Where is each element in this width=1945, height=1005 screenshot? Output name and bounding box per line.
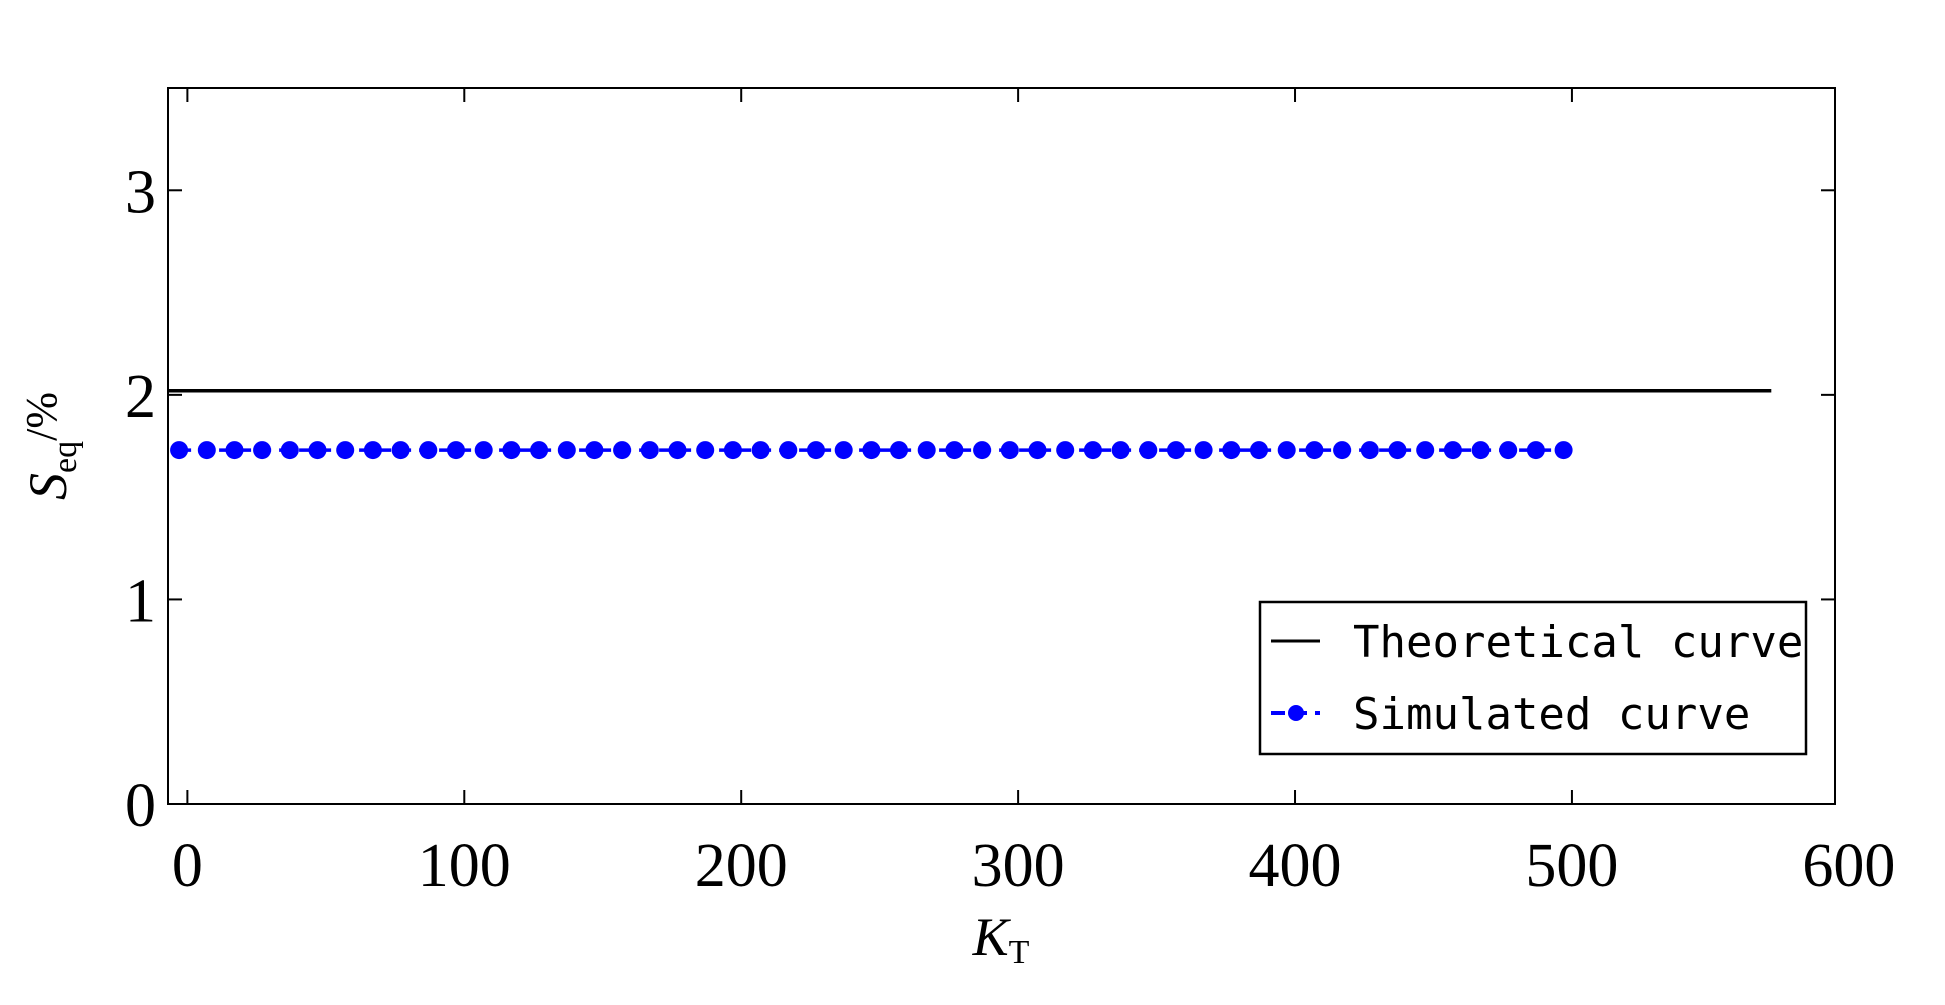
simulated-point [1526, 441, 1545, 460]
simulated-point [253, 441, 272, 460]
x-axis-label: KT [972, 907, 1030, 971]
y-axis-label-suffix: /% [17, 392, 66, 441]
x-tick-label: 600 [1802, 832, 1895, 900]
legend-theoretical-label: Theoretical curve [1353, 617, 1803, 668]
simulated-point [1443, 441, 1462, 460]
simulated-point [1194, 441, 1213, 460]
simulated-point [1416, 441, 1435, 460]
simulated-point [1250, 441, 1268, 460]
y-tick-label: 2 [125, 363, 156, 431]
y-tick-label: 3 [125, 158, 156, 226]
simulated-point [1139, 441, 1158, 460]
simulated-point [502, 441, 521, 460]
simulated-point [419, 441, 438, 460]
simulated-point [197, 441, 216, 460]
simulated-point [474, 441, 493, 460]
legend-box [1258, 600, 1808, 756]
simulated-point [447, 441, 465, 460]
simulated-point [973, 441, 992, 460]
simulated-point [391, 441, 410, 460]
simulated-point [557, 441, 576, 460]
simulated-point [613, 441, 632, 460]
y-tick-label: 0 [125, 772, 156, 840]
simulated-point [1222, 441, 1241, 460]
simulated-point [1360, 441, 1379, 460]
simulated-point [363, 441, 382, 460]
simulated-point [640, 441, 659, 460]
simulated-point [1028, 441, 1047, 460]
x-tick-label: 300 [972, 832, 1065, 900]
simulated-point [807, 441, 825, 460]
legend-simulated-marker [1288, 705, 1304, 721]
y-axis-label: Seq/% [17, 392, 84, 500]
x-tick-label: 100 [418, 832, 511, 900]
x-axis-label-sub: T [1009, 934, 1030, 971]
simulated-point [696, 441, 715, 460]
y-axis-label-main: S [18, 473, 78, 500]
x-axis-label-main: K [972, 907, 1012, 967]
simulated-point [1388, 441, 1407, 460]
simulated-point [170, 441, 189, 460]
simulated-point [530, 441, 549, 460]
y-ticks: 0 1 2 3 [125, 158, 1835, 840]
simulated-point [1277, 441, 1296, 460]
y-tick-label: 1 [125, 567, 156, 635]
simulated-point [225, 441, 244, 460]
x-ticks: 0 100 200 300 400 500 600 [172, 88, 1895, 900]
simulated-point [1167, 441, 1185, 460]
simulated-point [779, 441, 798, 460]
simulated-point [862, 441, 881, 460]
simulated-point [1056, 441, 1075, 460]
x-tick-label: 400 [1249, 832, 1342, 900]
legend-simulated-label: Simulated curve [1353, 689, 1750, 740]
simulated-point [1471, 441, 1490, 460]
simulated-point [834, 441, 853, 460]
simulated-point [585, 441, 604, 460]
simulated-point [1305, 441, 1324, 460]
simulated-point [336, 441, 355, 460]
simulated-point [917, 441, 936, 460]
x-tick-label: 0 [172, 832, 203, 900]
legend: Theoretical curve Simulated curve [1258, 600, 1808, 756]
simulated-point [1083, 441, 1102, 460]
simulated-point [668, 441, 687, 460]
simulated-point [751, 441, 770, 460]
simulated-point [308, 441, 327, 460]
simulated-point [1554, 441, 1573, 460]
simulated-point [945, 441, 964, 460]
x-tick-label: 200 [695, 832, 788, 900]
series-layer [168, 389, 1772, 460]
simulated-point [1333, 441, 1352, 460]
simulated-point [1111, 441, 1130, 460]
simulated-point [1499, 441, 1518, 460]
simulated-point [723, 441, 742, 460]
x-tick-label: 500 [1525, 832, 1618, 900]
simulated-point [1000, 441, 1019, 460]
y-axis-label-sub: eq [47, 441, 84, 473]
simulated-point [890, 441, 908, 460]
simulated-point [280, 441, 299, 460]
